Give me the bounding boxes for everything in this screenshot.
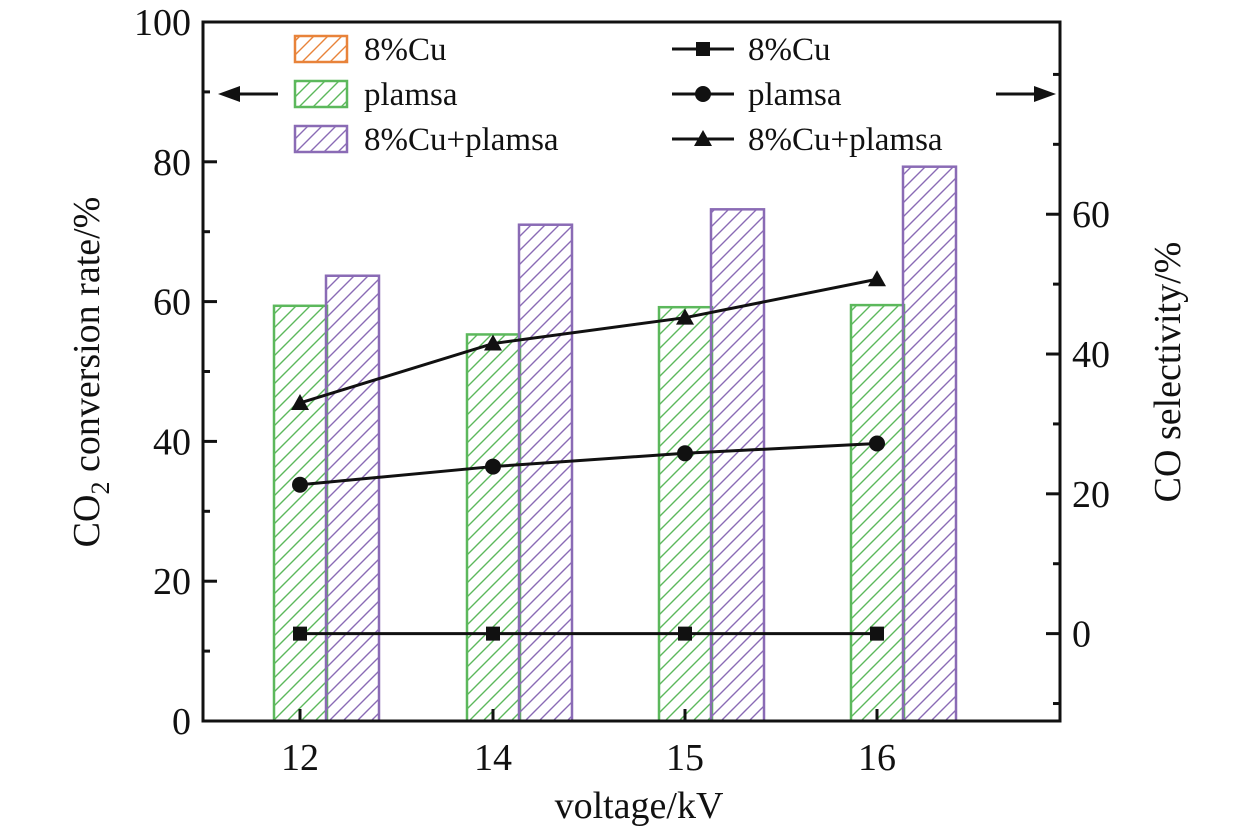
- marker-8pctcu-plus-plamsa-15: [676, 308, 694, 325]
- legend: 8%Cu plamsa 8%Cu+plamsa 8%Cu plamsa 8%Cu+plam…: [293, 32, 943, 158]
- marker-plamsa-12: [292, 476, 308, 493]
- x-tick-label-12: 12: [281, 737, 319, 779]
- legend-label-bar-8pctcu: 8%Cu: [364, 32, 447, 68]
- left-axis-title: CO2 conversion rate/%: [66, 197, 115, 548]
- legend-marker-8pctcu-plus-plamsa: [694, 130, 712, 146]
- bar-plamsa-12: [272, 304, 329, 723]
- left-axis-title-subscript: 2: [86, 482, 115, 495]
- marker-8pctcu-14: [486, 626, 500, 641]
- x-tick-label-14: 14: [474, 737, 512, 779]
- x-axis-title: voltage/kV: [555, 785, 724, 827]
- legend-swatch-bar-8pctcu-plus-plamsa: [293, 124, 349, 154]
- left-tick-label-60: 60: [153, 282, 191, 324]
- legend-label-bar-8pctcu-plus-plamsa: 8%Cu+plamsa: [364, 122, 559, 158]
- x-tick-label-15: 15: [666, 737, 704, 779]
- axes-layer: 0 20 40 60 80 100 0 20 40 60 12 14 15 16: [134, 2, 1110, 779]
- marker-8pctcu-15: [678, 626, 692, 641]
- line-plamsa: [299, 441, 878, 487]
- marker-8pctcu-plus-plamsa-16: [868, 270, 886, 287]
- bar-8pctcu-plus-plamsa-16: [901, 165, 958, 723]
- marker-8pctcu-plus-plamsa-12: [291, 393, 309, 410]
- right-axis-arrow: [996, 86, 1056, 102]
- left-tick-label-20: 20: [153, 561, 191, 603]
- bars-layer: [272, 165, 958, 723]
- bar-plamsa-14: [465, 333, 522, 723]
- bar-8pctcu-plus-plamsa-15: [709, 208, 766, 723]
- legend-label-bar-plamsa: plamsa: [364, 77, 458, 113]
- left-axis-title-main: CO: [66, 495, 108, 548]
- bar-8pctcu-plus-plamsa-12: [324, 274, 381, 723]
- x-tick-label-16: 16: [858, 737, 896, 779]
- left-axis-title-rest: conversion rate/%: [66, 197, 108, 482]
- right-tick-label-0: 0: [1072, 614, 1091, 656]
- left-tick-label-0: 0: [172, 701, 191, 743]
- marker-8pctcu-16: [870, 626, 884, 641]
- left-tick-label-100: 100: [134, 2, 191, 44]
- left-tick-label-40: 40: [153, 421, 191, 463]
- marker-8pctcu-plus-plamsa-14: [484, 334, 502, 351]
- marker-plamsa-15: [677, 445, 693, 462]
- line-8pctcu-plus-plamsa: [299, 277, 878, 405]
- bar-8pctcu-plus-plamsa-14: [517, 223, 574, 723]
- legend-label-line-8pctcu-plus-plamsa: 8%Cu+plamsa: [748, 122, 943, 158]
- legend-label-line-plamsa: plamsa: [748, 77, 842, 113]
- left-axis-arrow: [218, 86, 278, 102]
- legend-swatch-bar-plamsa: [293, 79, 349, 109]
- lines-layer: [291, 270, 886, 641]
- marker-plamsa-16: [869, 435, 885, 452]
- marker-8pctcu-12: [293, 626, 307, 641]
- bar-plamsa-16: [849, 303, 906, 723]
- left-tick-label-80: 80: [153, 142, 191, 184]
- legend-swatch-bar-8pctcu: [293, 34, 349, 64]
- legend-marker-8pctcu: [696, 42, 710, 56]
- right-axis-title: CO selectivity/%: [1147, 242, 1189, 503]
- legend-marker-plamsa: [695, 86, 711, 102]
- legend-label-line-8pctcu: 8%Cu: [748, 32, 831, 68]
- bar-plamsa-15: [657, 305, 714, 723]
- right-tick-label-20: 20: [1072, 474, 1110, 516]
- marker-plamsa-14: [485, 458, 501, 475]
- right-tick-label-60: 60: [1072, 194, 1110, 236]
- right-tick-label-40: 40: [1072, 334, 1110, 376]
